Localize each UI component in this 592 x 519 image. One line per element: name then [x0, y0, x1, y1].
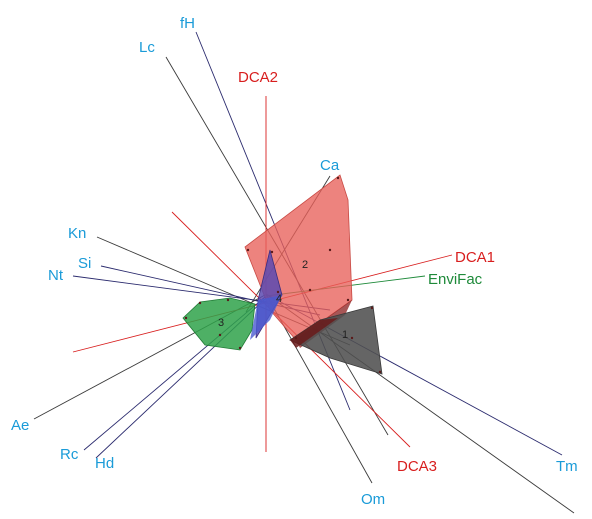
variable-label-kn: Kn — [68, 225, 86, 242]
variable-label-tm: Tm — [556, 458, 578, 475]
envifac-label: EnviFac — [428, 271, 483, 288]
variable-label-rc: Rc — [60, 446, 79, 463]
sample-point — [309, 289, 311, 291]
cluster-label-2: 2 — [302, 259, 308, 271]
sample-point — [337, 177, 339, 179]
sample-point — [185, 317, 187, 319]
sample-point — [379, 371, 381, 373]
variable-label-si: Si — [78, 255, 91, 272]
sample-point — [329, 249, 331, 251]
variable-label-lc: Lc — [139, 39, 155, 56]
sample-point — [219, 334, 221, 336]
sample-point — [227, 299, 229, 301]
variable-label-nt: Nt — [48, 267, 64, 284]
sample-point — [347, 299, 349, 301]
cluster-label-4: 4 — [276, 293, 282, 305]
cluster-label-1: 1 — [342, 329, 348, 341]
variable-label-ae: Ae — [11, 417, 29, 434]
cluster-label-3: 3 — [218, 317, 224, 329]
sample-point — [271, 251, 273, 253]
sample-point — [371, 307, 373, 309]
sample-point — [351, 337, 353, 339]
sample-point — [247, 249, 249, 251]
variable-label-ca: Ca — [320, 157, 340, 174]
cluster-hulls — [183, 175, 382, 374]
axis-label-dca1: DCA1 — [455, 249, 495, 266]
variable-label-fh: fH — [180, 15, 195, 32]
variable-label-om: Om — [361, 491, 385, 508]
axis-label-dca2: DCA2 — [238, 69, 278, 86]
variable-label-hd: Hd — [95, 455, 114, 472]
sample-point — [239, 347, 241, 349]
sample-point — [295, 337, 297, 339]
axis-label-dca3: DCA3 — [397, 458, 437, 475]
sample-point — [199, 302, 201, 304]
